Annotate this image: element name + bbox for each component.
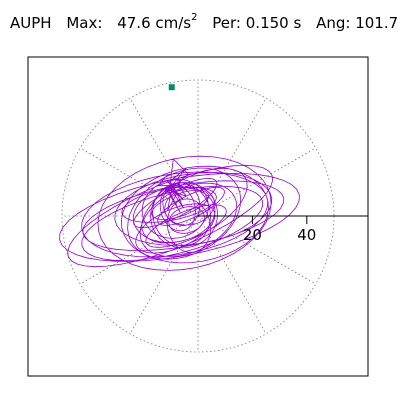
max-exponent: 2 xyxy=(191,12,198,23)
radial-axis: 20 40 xyxy=(198,215,368,244)
grid-spoke xyxy=(197,215,316,285)
station-code: AUPH xyxy=(10,14,52,32)
hodogram-trace xyxy=(59,155,300,271)
radial-tick-label: 40 xyxy=(297,226,316,244)
ang-label: Ang: xyxy=(316,14,351,32)
max-value: 47.6 cm/s2 xyxy=(117,12,198,32)
radial-tick-label: 20 xyxy=(243,226,262,244)
trace-path xyxy=(59,155,300,271)
grid-spoke xyxy=(129,215,199,334)
grid-spoke xyxy=(197,98,267,217)
per-value: 0.150 s xyxy=(245,14,302,32)
max-label: Max: xyxy=(66,14,103,32)
max-marker-group xyxy=(168,84,175,91)
grid-spoke xyxy=(80,147,199,217)
grid-spoke xyxy=(197,215,267,334)
grid-spoke xyxy=(80,215,199,285)
ang-value: 101.7 xyxy=(355,14,399,32)
grid-spoke xyxy=(129,98,199,217)
chart-title: AUPH Max: 47.6 cm/s2 Per: 0.150 s Ang: 1… xyxy=(10,12,399,32)
per-label: Per: xyxy=(212,14,241,32)
max-marker xyxy=(168,84,175,91)
